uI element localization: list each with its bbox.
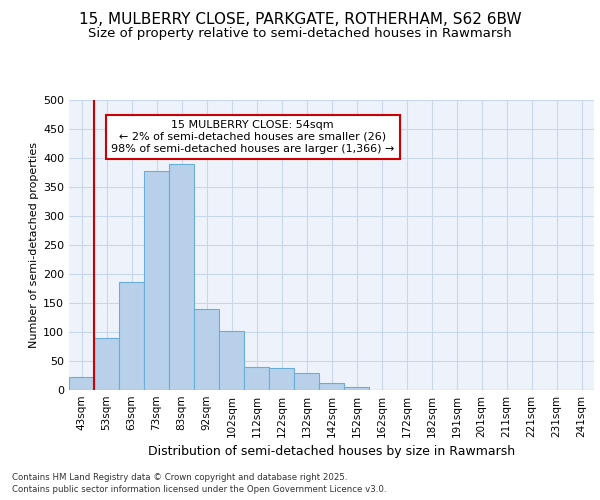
Text: Contains public sector information licensed under the Open Government Licence v3: Contains public sector information licen… bbox=[12, 485, 386, 494]
Text: Contains HM Land Registry data © Crown copyright and database right 2025.: Contains HM Land Registry data © Crown c… bbox=[12, 472, 347, 482]
Bar bbox=[69, 377, 94, 390]
Bar bbox=[94, 338, 119, 390]
Bar bbox=[194, 309, 219, 390]
Bar bbox=[344, 387, 369, 390]
X-axis label: Distribution of semi-detached houses by size in Rawmarsh: Distribution of semi-detached houses by … bbox=[148, 446, 515, 458]
Bar bbox=[169, 164, 194, 390]
Text: 15, MULBERRY CLOSE, PARKGATE, ROTHERHAM, S62 6BW: 15, MULBERRY CLOSE, PARKGATE, ROTHERHAM,… bbox=[79, 12, 521, 28]
Text: 15 MULBERRY CLOSE: 54sqm
← 2% of semi-detached houses are smaller (26)
98% of se: 15 MULBERRY CLOSE: 54sqm ← 2% of semi-de… bbox=[111, 120, 394, 154]
Text: Size of property relative to semi-detached houses in Rawmarsh: Size of property relative to semi-detach… bbox=[88, 28, 512, 40]
Bar bbox=[269, 368, 294, 390]
Y-axis label: Number of semi-detached properties: Number of semi-detached properties bbox=[29, 142, 39, 348]
Bar bbox=[294, 372, 319, 390]
Bar bbox=[244, 367, 269, 390]
Bar bbox=[219, 331, 244, 390]
Bar bbox=[144, 171, 169, 390]
Bar bbox=[319, 383, 344, 390]
Bar bbox=[119, 282, 144, 390]
